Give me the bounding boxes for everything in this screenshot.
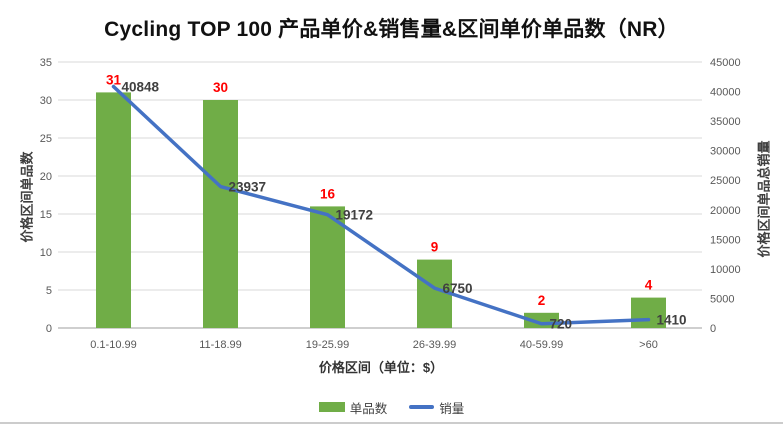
y-axis-right-tick: 25000 (710, 175, 741, 187)
x-axis-tick: 40-59.99 (520, 339, 563, 351)
y-axis-left-tick: 35 (40, 57, 52, 69)
sales-value-label: 40848 (122, 80, 160, 95)
y-axis-right-tick: 0 (710, 323, 716, 335)
legend-bar-swatch-icon (318, 402, 345, 412)
y-axis-left-tick: 0 (46, 323, 52, 335)
bar-count-label: 2 (538, 293, 546, 308)
chart-title: Cycling TOP 100 产品单价&销售量&区间单价单品数（NR） (104, 18, 679, 41)
y-axis-left-tick: 25 (40, 133, 52, 145)
y-axis-right-tick: 5000 (710, 293, 734, 305)
y-axis-right-tick: 45000 (710, 57, 741, 69)
sales-value-label: 6750 (443, 281, 473, 296)
y-axis-right-tick: 30000 (710, 146, 741, 158)
sales-value-label: 720 (550, 317, 573, 332)
y-axis-right-tick: 40000 (710, 87, 741, 99)
sales-value-label: 19172 (336, 208, 374, 223)
bar-count-label: 31 (106, 72, 122, 87)
sales-line (111, 84, 651, 326)
legend-line-swatch-icon (409, 405, 435, 409)
bar (96, 92, 131, 329)
x-axis-tick: 19-25.99 (306, 339, 349, 351)
x-axis-tick: >60 (639, 339, 658, 351)
y-axis-left-tick: 30 (40, 95, 52, 107)
bar-count-label: 4 (645, 278, 653, 293)
x-axis-tick: 11-18.99 (199, 339, 242, 351)
bar-count-label: 9 (431, 240, 439, 255)
window-bottom-border (0, 422, 783, 424)
y-axis-right-title: 价格区间单品总销量 (756, 140, 772, 258)
y-axis-left-tick: 15 (40, 209, 52, 221)
y-axis-left-title: 价格区间单品数 (19, 151, 35, 243)
x-axis-title: 价格区间（单位：$） (318, 360, 444, 375)
y-axis-right-tick: 20000 (710, 205, 741, 217)
legend-line-series-label: 销量 (439, 401, 465, 416)
y-axis-right-tick: 35000 (710, 116, 741, 128)
sales-value-label: 23937 (229, 180, 267, 195)
legend: 单品数 销量 (0, 398, 783, 416)
y-axis-right-tick: 10000 (710, 264, 741, 276)
x-axis-tick: 26-39.99 (413, 339, 456, 351)
bar-count-label: 30 (213, 80, 228, 95)
bar (631, 297, 666, 328)
bar (203, 100, 238, 328)
y-axis-right-tick: 15000 (710, 234, 741, 246)
bar-count-label: 16 (320, 186, 336, 201)
sales-value-label: 1410 (657, 313, 687, 328)
y-axis-left-tick: 20 (40, 171, 52, 183)
bar (310, 206, 345, 328)
legend-item-line-series: 销量 (409, 398, 464, 417)
y-axis-left-tick: 10 (40, 247, 52, 259)
y-axis-left-tick: 5 (46, 285, 52, 297)
legend-bar-series-label: 单品数 (349, 401, 388, 416)
x-axis-tick: 0.1-10.99 (90, 339, 136, 351)
legend-item-bar-series: 单品数 (318, 398, 388, 417)
